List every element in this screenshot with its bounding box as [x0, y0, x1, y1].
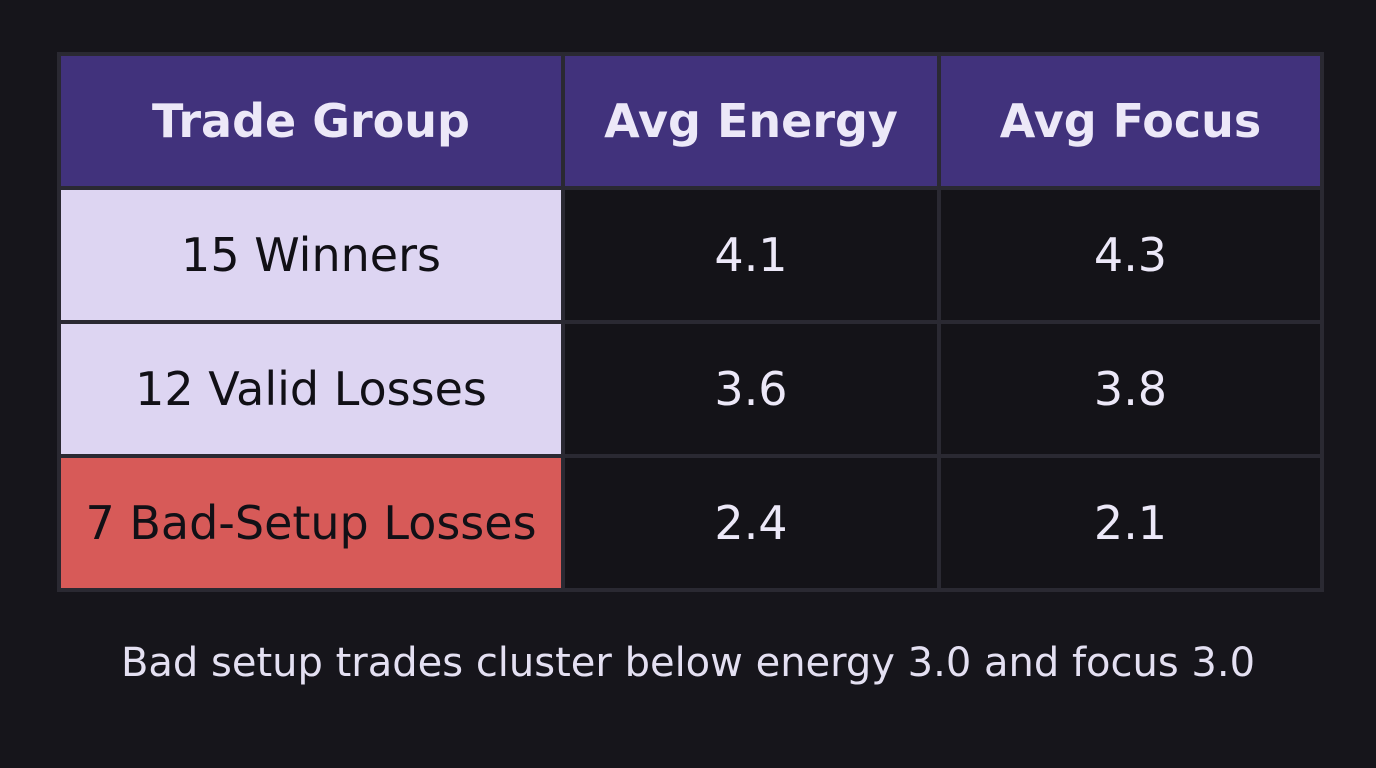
chart-caption: Bad setup trades cluster below energy 3.…: [120, 640, 1256, 686]
table-row: 7 Bad-Setup Losses 2.4 2.1: [57, 454, 1324, 592]
energy-cell-bad-setup-losses: 2.4: [561, 454, 941, 592]
focus-cell-winners: 4.3: [937, 186, 1324, 324]
column-header-avg-energy: Avg Energy: [561, 52, 941, 190]
column-header-avg-focus: Avg Focus: [937, 52, 1324, 190]
table-row: 12 Valid Losses 3.6 3.8: [57, 320, 1324, 458]
group-cell-bad-setup-losses: 7 Bad-Setup Losses: [57, 454, 565, 592]
column-header-trade-group: Trade Group: [57, 52, 565, 190]
energy-cell-winners: 4.1: [561, 186, 941, 324]
group-cell-valid-losses: 12 Valid Losses: [57, 320, 565, 458]
focus-cell-bad-setup-losses: 2.1: [937, 454, 1324, 592]
trade-group-table: Trade Group Avg Energy Avg Focus 15 Winn…: [57, 52, 1324, 592]
focus-cell-valid-losses: 3.8: [937, 320, 1324, 458]
table-header-row: Trade Group Avg Energy Avg Focus: [57, 52, 1324, 190]
table-row: 15 Winners 4.1 4.3: [57, 186, 1324, 324]
group-cell-winners: 15 Winners: [57, 186, 565, 324]
energy-cell-valid-losses: 3.6: [561, 320, 941, 458]
